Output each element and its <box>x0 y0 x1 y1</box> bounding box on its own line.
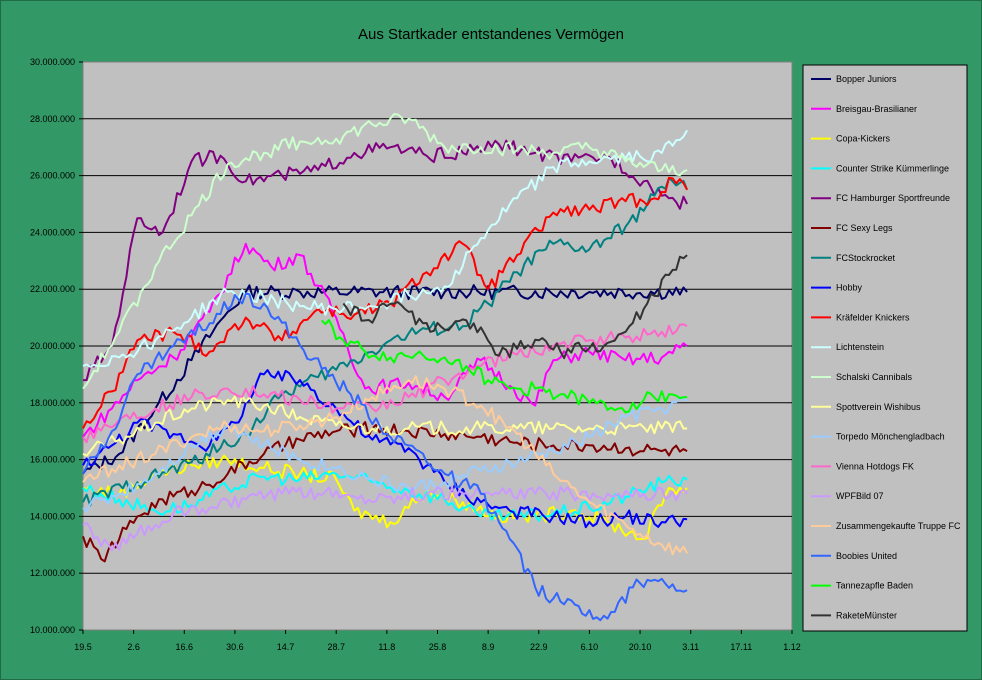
x-tick-label: 2.6 <box>127 642 140 652</box>
series-line <box>82 242 688 438</box>
y-tick-label: 14.000.000 <box>30 511 75 521</box>
x-tick-label: 22.9 <box>530 642 548 652</box>
series-line <box>342 254 688 360</box>
legend-label: WPFBild 07 <box>836 491 884 501</box>
x-tick-label: 25.8 <box>429 642 447 652</box>
x-tick-label: 20.10 <box>629 642 652 652</box>
y-tick-label: 24.000.000 <box>30 227 75 237</box>
y-tick-label: 28.000.000 <box>30 114 75 124</box>
series-line <box>82 394 688 457</box>
legend-label: RaketeMünster <box>836 610 897 620</box>
legend-label: Hobby <box>836 283 863 293</box>
y-tick-label: 26.000.000 <box>30 171 75 181</box>
legend-label: Vienna Hotdogs FK <box>836 461 914 471</box>
series-line <box>82 177 689 507</box>
x-tick-label: 11.8 <box>378 642 395 652</box>
legend-label: Schalski Cannibals <box>836 372 913 382</box>
legend-items: Bopper Juniors Breisgau-Brasilianer Copa-K… <box>811 74 961 620</box>
y-tick-label: 30.000.000 <box>30 57 75 67</box>
y-tick-label: 16.000.000 <box>30 455 75 465</box>
series-line <box>82 485 688 552</box>
x-tick-label: 19.5 <box>74 642 92 652</box>
series-lines <box>82 113 689 622</box>
chart-title: Aus Startkader entstandenes Vermögen <box>358 26 624 43</box>
x-tick-label: 30.6 <box>226 642 244 652</box>
series-line <box>82 375 688 556</box>
x-tick-label: 28.7 <box>327 642 345 652</box>
legend-label: Tannezapfle Baden <box>836 581 913 591</box>
x-tick-label: 16.6 <box>176 642 194 652</box>
y-tick-label: 20.000.000 <box>30 341 75 351</box>
legend-label: Zusammengekaufte Truppe FC <box>836 521 961 531</box>
legend-label: Torpedo Mönchengladbach <box>836 432 945 442</box>
y-tick-label: 18.000.000 <box>30 398 75 408</box>
series-line <box>82 396 688 513</box>
x-tick-label: 6.10 <box>581 642 599 652</box>
series-line <box>82 470 688 522</box>
series-line <box>82 113 688 390</box>
y-tick-label: 12.000.000 <box>30 568 75 578</box>
legend-label: Counter Strike Kümmerlinge <box>836 163 949 173</box>
series-line <box>83 139 688 382</box>
y-tick-label: 10.000.000 <box>30 625 75 635</box>
legend-label: Boobies United <box>836 551 897 561</box>
series-line <box>82 323 688 444</box>
legend-label: Breisgau-Brasilianer <box>836 104 917 114</box>
legend-label: Kräfelder Knickers <box>836 312 910 322</box>
series-line <box>82 369 688 529</box>
legend-label: FCStockrocket <box>836 253 896 263</box>
legend-label: FC Hamburger Sportfreunde <box>836 193 950 203</box>
legend-label: Bopper Juniors <box>836 74 897 84</box>
x-tick-label: 17.11 <box>730 642 752 652</box>
x-tick-label: 1.12 <box>783 642 801 652</box>
y-tick-label: 22.000.000 <box>30 284 75 294</box>
legend-label: Spottverein Wishibus <box>836 402 921 412</box>
legend-label: FC Sexy Legs <box>836 223 893 233</box>
series-line <box>320 319 688 414</box>
legend-label: Lichtenstein <box>836 342 884 352</box>
series-line <box>82 454 688 541</box>
x-axis-ticks: 19.5 2.6 16.6 30.6 14.7 28.7 11.8 25.8 8.9 22.9 6.… <box>74 630 801 652</box>
y-axis-ticks: 10.000.000 12.000.000 14.000.000 16.000.000… <box>30 57 83 635</box>
x-tick-label: 8.9 <box>482 642 495 652</box>
legend-label: Copa-Kickers <box>836 134 891 144</box>
series-line <box>82 284 688 475</box>
x-tick-label: 14.7 <box>277 642 295 652</box>
series-line <box>82 292 688 622</box>
x-tick-label: 3.11 <box>682 642 699 652</box>
